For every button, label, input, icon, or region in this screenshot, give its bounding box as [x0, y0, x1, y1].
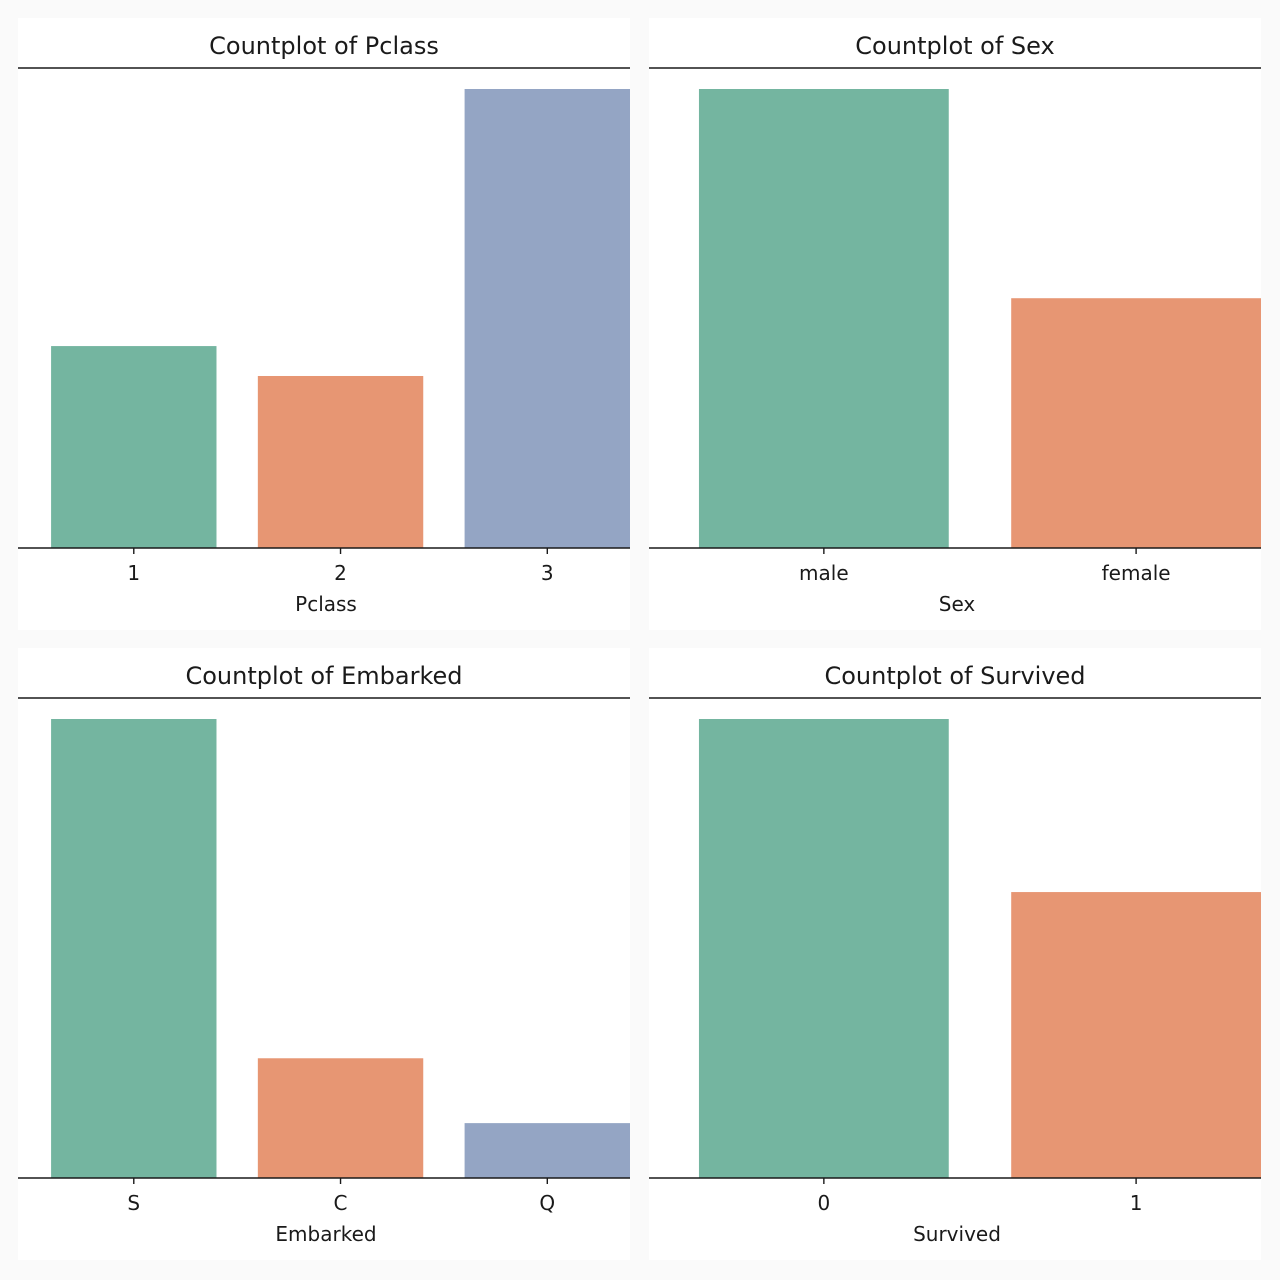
x-tick-label-1: 1: [1130, 1191, 1143, 1215]
chart-title: Countplot of Sex: [855, 32, 1054, 60]
x-tick-label-c: C: [334, 1191, 348, 1215]
x-axis-label: Embarked: [275, 1222, 376, 1246]
x-tick-label-0: 0: [817, 1191, 830, 1215]
chart-title: Countplot of Embarked: [185, 662, 462, 690]
bar-s: [51, 719, 217, 1178]
bar-3: [464, 89, 630, 548]
x-axis-label: Survived: [913, 1222, 1001, 1246]
chart-svg-survived: Countplot of Survived 0 1 Survived: [649, 662, 1261, 1246]
chart-panel-sex: Countplot of Sex male female Sex: [649, 18, 1261, 630]
chart-panel-survived: Countplot of Survived 0 1 Survived: [649, 648, 1261, 1260]
bar-female: [1011, 298, 1261, 548]
chart-svg-pclass: Countplot of Pclass 1 2 3 Pclass: [18, 32, 630, 616]
bar-1: [51, 346, 217, 548]
x-tick-label-s: S: [127, 1191, 140, 1215]
chart-panel-pclass: Countplot of Pclass 1 2 3 Pclass: [18, 18, 630, 630]
bar-0: [698, 719, 949, 1178]
x-tick-label-q: Q: [539, 1191, 555, 1215]
x-tick-label-3: 3: [541, 561, 554, 585]
x-axis-label: Sex: [939, 592, 976, 616]
x-tick-label-male: male: [799, 561, 849, 585]
bar-c: [257, 1058, 424, 1178]
chart-svg-sex: Countplot of Sex male female Sex: [649, 32, 1261, 616]
bar-male: [698, 89, 949, 548]
bar-2: [257, 375, 424, 548]
bar-1: [1011, 892, 1261, 1178]
chart-panel-embarked: Countplot of Embarked S C Q Embarked: [18, 648, 630, 1260]
chart-svg-embarked: Countplot of Embarked S C Q Embarked: [18, 662, 630, 1246]
x-axis-label: Pclass: [295, 592, 357, 616]
bar-q: [464, 1123, 630, 1178]
chart-title: Countplot of Survived: [824, 662, 1085, 690]
x-tick-label-1: 1: [127, 561, 140, 585]
chart-title: Countplot of Pclass: [209, 32, 439, 60]
x-tick-label-2: 2: [334, 561, 347, 585]
x-tick-label-female: female: [1102, 561, 1171, 585]
